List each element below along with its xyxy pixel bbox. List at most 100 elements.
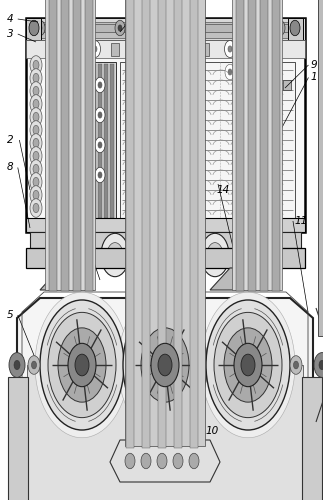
Bar <box>30 232 301 248</box>
Circle shape <box>14 360 20 370</box>
Circle shape <box>30 120 42 140</box>
Circle shape <box>290 356 302 374</box>
Bar <box>246 43 254 56</box>
Circle shape <box>158 354 172 376</box>
Circle shape <box>234 344 262 386</box>
Circle shape <box>48 312 116 418</box>
Bar <box>74 64 78 218</box>
Bar <box>201 43 209 56</box>
Bar <box>98 64 102 218</box>
Circle shape <box>30 186 42 204</box>
Circle shape <box>135 64 145 80</box>
Bar <box>45 0 95 290</box>
Circle shape <box>93 46 97 52</box>
Circle shape <box>58 328 106 402</box>
Bar <box>48 62 80 220</box>
Circle shape <box>9 352 25 378</box>
Circle shape <box>265 40 276 58</box>
Bar <box>260 0 268 291</box>
Bar <box>26 18 305 232</box>
Text: 10: 10 <box>205 426 218 436</box>
Circle shape <box>224 40 235 58</box>
Circle shape <box>235 20 245 36</box>
Circle shape <box>75 20 85 36</box>
Bar <box>92 64 96 218</box>
Bar <box>27 365 303 500</box>
Bar <box>26 248 305 268</box>
Circle shape <box>30 56 42 74</box>
Circle shape <box>28 356 40 374</box>
Circle shape <box>98 172 102 178</box>
Text: 6: 6 <box>158 426 165 436</box>
Circle shape <box>68 344 96 386</box>
Bar <box>142 0 150 448</box>
Bar <box>144 0 152 291</box>
Circle shape <box>30 160 42 178</box>
Circle shape <box>134 40 145 58</box>
Circle shape <box>257 242 273 268</box>
Bar <box>56 64 60 218</box>
Circle shape <box>290 20 300 36</box>
Circle shape <box>207 242 223 268</box>
Circle shape <box>262 250 268 260</box>
Circle shape <box>228 69 232 75</box>
Bar <box>110 64 114 218</box>
Bar <box>236 0 244 291</box>
Text: 8: 8 <box>7 162 14 172</box>
Circle shape <box>151 234 179 276</box>
Circle shape <box>155 20 165 36</box>
Polygon shape <box>40 268 95 290</box>
Circle shape <box>62 172 66 178</box>
Circle shape <box>29 20 39 36</box>
Circle shape <box>33 74 39 82</box>
Bar <box>84 62 116 220</box>
Circle shape <box>265 64 275 80</box>
Circle shape <box>33 126 39 134</box>
Circle shape <box>62 142 66 148</box>
Bar <box>49 0 57 291</box>
Circle shape <box>138 46 142 52</box>
Circle shape <box>183 69 187 75</box>
Text: Фиг. 1: Фиг. 1 <box>139 456 184 469</box>
Circle shape <box>319 360 323 370</box>
Circle shape <box>183 46 187 52</box>
Bar <box>50 64 54 218</box>
Bar <box>288 18 303 40</box>
Text: 9: 9 <box>310 60 317 70</box>
Polygon shape <box>210 268 270 290</box>
Bar <box>156 0 164 291</box>
Circle shape <box>98 112 102 118</box>
Circle shape <box>118 292 212 438</box>
Bar <box>85 0 93 291</box>
Circle shape <box>107 242 123 268</box>
Circle shape <box>131 312 199 418</box>
Bar <box>125 0 205 446</box>
Circle shape <box>241 354 255 376</box>
Bar <box>158 0 166 448</box>
Circle shape <box>62 250 68 260</box>
Text: 1: 1 <box>310 72 317 83</box>
Circle shape <box>238 25 242 31</box>
Bar <box>26 218 305 232</box>
Circle shape <box>95 168 105 182</box>
Bar <box>180 0 188 291</box>
Circle shape <box>33 112 39 122</box>
Text: 11: 11 <box>295 216 308 226</box>
Circle shape <box>162 250 168 260</box>
Circle shape <box>62 112 66 118</box>
Bar <box>8 377 28 500</box>
Circle shape <box>30 82 42 100</box>
Bar <box>61 0 69 291</box>
Circle shape <box>33 100 39 108</box>
Bar <box>318 0 323 336</box>
Text: 3: 3 <box>7 29 14 39</box>
Text: 4: 4 <box>7 14 14 24</box>
Bar <box>272 0 280 291</box>
Circle shape <box>189 454 199 468</box>
Bar <box>26 18 41 40</box>
Circle shape <box>30 94 42 114</box>
Circle shape <box>35 20 45 36</box>
Circle shape <box>225 64 235 80</box>
Text: 13: 13 <box>128 6 141 16</box>
Circle shape <box>294 361 298 369</box>
